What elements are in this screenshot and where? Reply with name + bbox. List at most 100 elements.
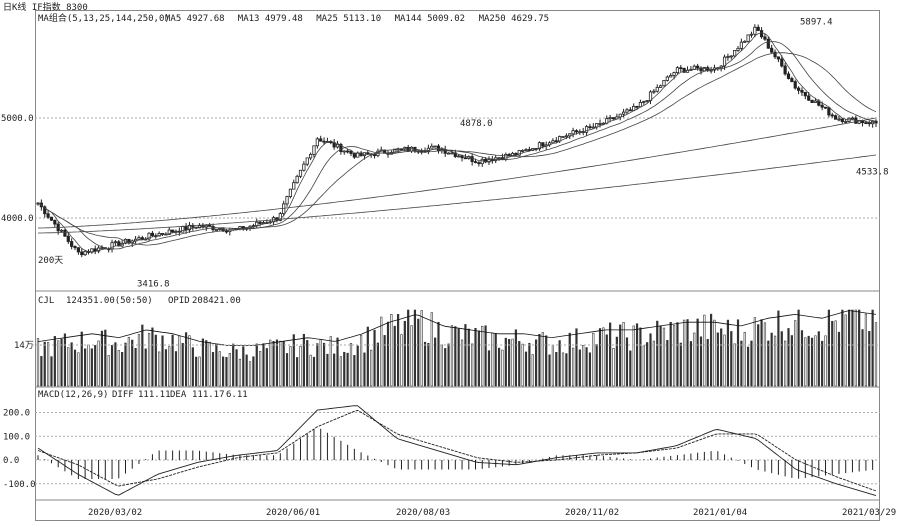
volume-bar: [518, 341, 521, 387]
candle-body: [776, 56, 781, 60]
candle-body: [628, 109, 632, 112]
price-annotation-4: 200天: [38, 256, 63, 266]
volume-bar: [474, 327, 477, 387]
candle-body: [487, 159, 491, 163]
volume-bar: [386, 321, 390, 387]
candle-body: [733, 50, 737, 57]
volume-bar: [504, 337, 507, 387]
candle-body: [507, 154, 511, 157]
candle-body: [224, 230, 229, 233]
volume-bar: [397, 314, 400, 387]
candle-body: [150, 232, 155, 237]
candle-body: [255, 221, 259, 226]
volume-bar: [797, 309, 800, 387]
diff-value: 111.11: [138, 390, 171, 400]
opid-label: OPID: [168, 296, 190, 306]
volume-bar: [874, 322, 878, 387]
volume-bar: [349, 343, 353, 387]
volume-bar: [753, 317, 756, 387]
candle-body: [96, 247, 101, 252]
volume-bar: [837, 331, 841, 387]
candle-body: [278, 213, 282, 221]
volume-bar: [265, 348, 268, 387]
volume-bar: [548, 354, 551, 387]
candle-body: [80, 251, 84, 256]
candle-body: [669, 75, 673, 78]
volume-bar: [595, 344, 598, 387]
window-title: 日K线 IF指数 8300: [3, 1, 88, 13]
plot-border: [35, 10, 880, 521]
volume-bar: [689, 341, 692, 387]
volume-bar: [218, 351, 221, 387]
volume-bar: [184, 332, 188, 387]
volume-bar: [777, 310, 780, 387]
volume-bar: [309, 354, 312, 387]
candle-body: [319, 138, 323, 142]
volume-bar: [346, 352, 349, 387]
candle-body: [251, 225, 255, 227]
volume-bar: [686, 319, 689, 387]
volume-bar: [524, 351, 528, 387]
volume-bar: [80, 331, 83, 387]
candle-body: [298, 169, 303, 177]
candle-body: [749, 33, 754, 36]
volume-bar: [141, 324, 144, 387]
volume-bar: [275, 339, 279, 387]
candle-body: [218, 228, 222, 230]
volume-bar: [572, 347, 575, 387]
candle-body: [652, 90, 656, 93]
volume-bar: [821, 340, 824, 387]
candle-body: [305, 157, 309, 165]
volume-bar: [736, 319, 740, 387]
volume-bar: [467, 328, 470, 387]
volume-bar: [104, 329, 107, 387]
candle-body: [763, 36, 767, 40]
volume-value: 124351.00(50:50): [66, 296, 153, 306]
volume-bar: [195, 356, 198, 387]
volume-bar: [423, 341, 427, 387]
candle-body: [457, 155, 461, 158]
volume-bar: [827, 309, 830, 387]
candle-body: [117, 241, 121, 247]
volume-bar: [296, 357, 299, 387]
dea-value: 111.17: [192, 390, 225, 400]
price-annotation-3: 3416.8: [137, 279, 170, 289]
volume-bar: [403, 320, 406, 387]
volume-bar: [100, 330, 104, 387]
volume-bar: [847, 309, 851, 387]
volume-bar: [800, 330, 804, 387]
volume-bar: [87, 344, 90, 387]
candle-body: [675, 67, 680, 74]
ma-values: MA5 4927.68 MA13 4979.48 MA25 5113.10 MA144…: [165, 14, 549, 24]
candle-body: [642, 101, 646, 103]
volume-bar: [841, 309, 844, 387]
volume-bar: [376, 342, 380, 387]
volume-bar: [450, 325, 454, 387]
candle-body: [766, 38, 770, 49]
candle-body: [844, 121, 848, 123]
volume-bar: [683, 319, 686, 387]
candle-body: [665, 76, 669, 81]
candle-body: [820, 104, 824, 108]
volume-bar: [625, 337, 629, 387]
candle-body: [524, 149, 528, 151]
volume-bar: [191, 347, 194, 387]
volume-bar: [720, 328, 723, 387]
volume-bar: [487, 350, 491, 387]
candle-body: [672, 72, 676, 76]
volume-bar: [326, 353, 329, 387]
volume-bar: [676, 322, 679, 387]
volume-bar: [370, 349, 373, 387]
candle-body: [292, 182, 296, 190]
dea-line: [37, 409, 877, 492]
ma-legend-label[interactable]: MA组合(5,13,25,144,250,0): [38, 12, 170, 24]
volume-bar: [447, 343, 450, 387]
volume-bar: [366, 326, 369, 387]
volume-bar: [609, 322, 612, 387]
candle-body: [470, 156, 474, 163]
volume-bar: [117, 350, 120, 387]
candle-body: [584, 126, 589, 133]
volume-bar: [205, 340, 208, 387]
volume-bar: [545, 335, 548, 387]
